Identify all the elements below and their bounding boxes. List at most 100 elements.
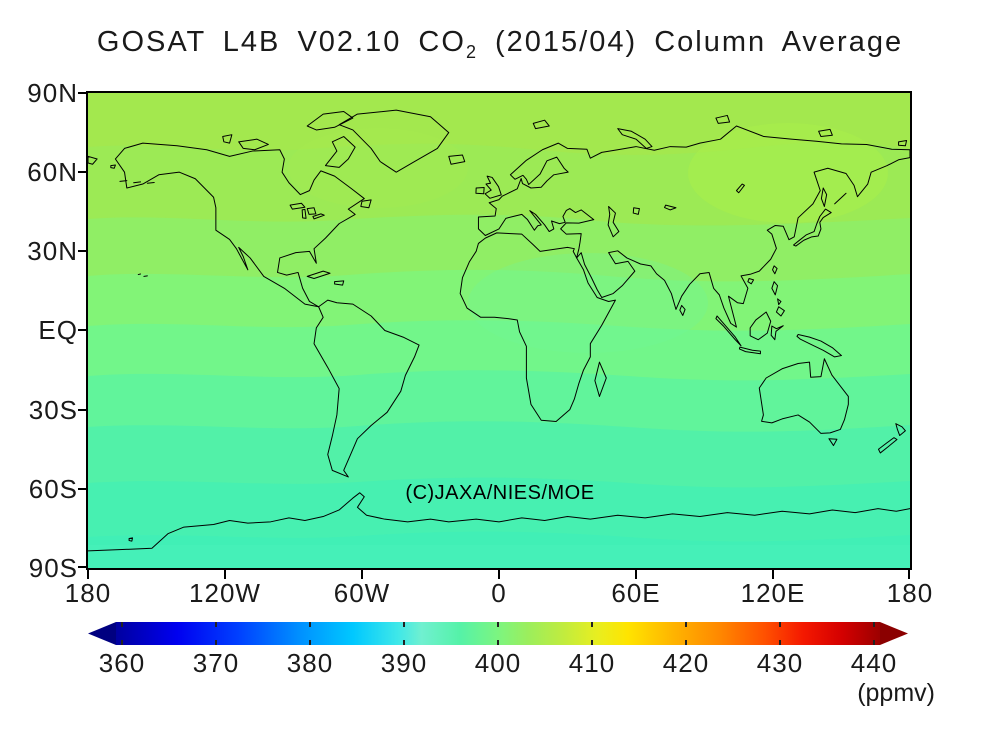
chart-title-subscript: 2 (465, 41, 478, 62)
coastline-aleutians (120, 181, 154, 184)
coastline-madagascar (595, 362, 606, 396)
y-tick (78, 566, 88, 568)
colorbar-tick (309, 640, 311, 645)
y-tick (78, 488, 88, 490)
coastline-sumatra (716, 316, 741, 346)
x-tick (224, 570, 226, 579)
colorbar-tick (591, 622, 593, 627)
y-tick (78, 171, 88, 173)
y-axis-label-90s: 90S (28, 553, 78, 583)
y-axis-label-60n: 60N (27, 157, 78, 187)
coastline-victoria-island (239, 139, 269, 150)
x-tick (87, 570, 89, 579)
colorbar-label-420: 420 (662, 648, 710, 678)
x-axis-label-180e: 180 (886, 578, 934, 608)
x-tick (498, 570, 500, 579)
lake-caspian (608, 206, 619, 236)
colorbar-tick (873, 622, 875, 627)
colorbar-label-400: 400 (474, 648, 522, 678)
coastline-java (739, 347, 760, 354)
coastline-taiwan (773, 266, 778, 274)
x-tick (635, 570, 637, 579)
colorbar-tick (309, 622, 311, 627)
field-high-patch-n-atlantic (288, 128, 468, 208)
chart-title-post: (2015/04) Column Average (477, 26, 904, 58)
coastline-antarctica (88, 493, 910, 551)
chart-title-pre: GOSAT L4B V02.10 CO (96, 26, 466, 58)
colorbar-tick (121, 640, 123, 645)
colorbar-right-arrow-shape (880, 622, 908, 645)
colorbar (88, 622, 908, 645)
coastline-britain (485, 176, 501, 198)
coastline-ireland (476, 187, 484, 193)
y-axis-label-30n: 30N (27, 236, 78, 266)
coastline-sri-lanka (680, 305, 685, 315)
coastline-sakhalin (821, 188, 826, 206)
y-tick (78, 409, 88, 411)
coastline-philippines (772, 282, 785, 316)
coastline-chukotka-fragment (88, 156, 115, 168)
colorbar-label-430: 430 (756, 648, 804, 678)
coastline-cuba (307, 271, 330, 278)
colorbar-tick (403, 640, 405, 645)
colorbar-label-370: 370 (192, 648, 240, 678)
colorbar-label-390: 390 (380, 648, 428, 678)
coastline-tasmania (829, 439, 837, 446)
coastline-south-america (314, 300, 419, 477)
coastline-wrangel-island (899, 141, 907, 146)
coastline-japan (794, 209, 832, 246)
coastline-africa (460, 233, 615, 422)
chart-title: GOSAT L4B V02.10 CO2 (2015/04) Column Av… (0, 26, 1000, 63)
colorbar-label-360: 360 (98, 648, 146, 678)
x-axis-label-0: 0 (491, 578, 507, 608)
x-axis-label-60e: 60E (611, 578, 661, 608)
colorbar-left-arrow (88, 622, 116, 645)
colorbar-label-380: 380 (286, 648, 334, 678)
copyright-watermark: (C)JAXA/NIES/MOE (405, 482, 595, 504)
colorbar-tick (215, 622, 217, 627)
field-high-patch-nw-pacific (688, 123, 888, 223)
coastline-hispaniola (335, 281, 344, 285)
field-low-patch-indian-ocean (468, 253, 708, 353)
co2-field-bands (88, 93, 910, 568)
coastlines (88, 110, 910, 551)
x-axis-label-180w: 180 (64, 578, 112, 608)
coastline-severnaya-zemlya (716, 115, 730, 123)
x-tick (772, 570, 774, 579)
x-axis-label-120w: 120W (189, 578, 261, 608)
field-band-antarctic (88, 545, 910, 568)
coastline-banks-island (223, 135, 232, 143)
coastline-greenland (339, 110, 449, 172)
world-map (88, 93, 910, 568)
colorbar-tick (215, 640, 217, 645)
y-tick (78, 329, 88, 331)
colorbar-label-410: 410 (568, 648, 616, 678)
colorbar-unit: (ppmv) (857, 679, 935, 707)
colorbar-tick (779, 640, 781, 645)
colorbar-tick (873, 640, 875, 645)
coastline-kuril-islands (835, 193, 846, 204)
x-tick (908, 570, 910, 579)
colorbar-tick (497, 622, 499, 627)
coastline-new-siberian-islands (819, 129, 833, 136)
colorbar-tick (779, 622, 781, 627)
colorbar-left-arrow-shape (88, 622, 116, 645)
colorbar-tick (685, 640, 687, 645)
lake-aral (633, 208, 639, 215)
colorbar-tick (121, 622, 123, 627)
coastline-sulawesi (771, 326, 783, 340)
coastline-eurasia (478, 126, 910, 327)
colorbar-gradient (116, 622, 880, 645)
colorbar-tick (497, 640, 499, 645)
colorbar-tick (591, 640, 593, 645)
x-axis-label-120e: 120E (740, 578, 806, 608)
colorbar-tick (685, 622, 687, 627)
coastline-australia (759, 359, 848, 434)
coastline-iceland (449, 155, 465, 164)
coastline-hawaii (138, 274, 147, 276)
coastline-svalbard (533, 120, 549, 128)
coastline-borneo (750, 312, 771, 340)
coastline-novaya-zemlya (618, 129, 652, 149)
y-tick (78, 92, 88, 94)
y-axis-label-90n: 90N (27, 78, 78, 108)
